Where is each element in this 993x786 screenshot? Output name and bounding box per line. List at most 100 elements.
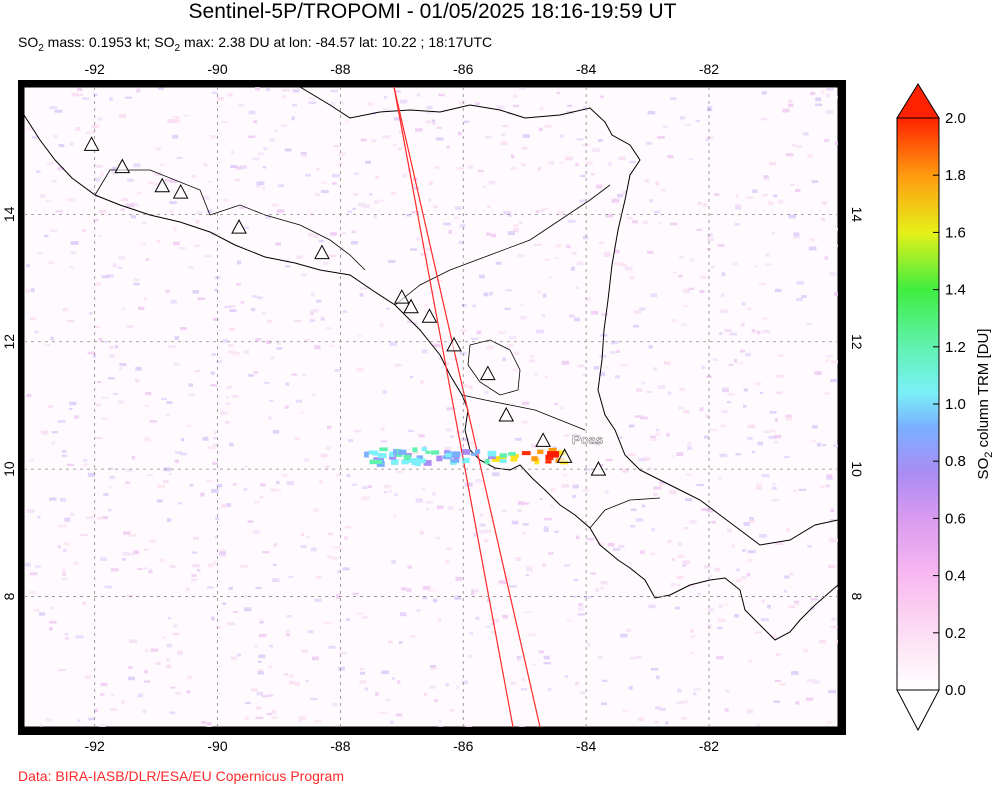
noise-pixel (253, 371, 259, 374)
lat-tick-label: 8 (849, 593, 865, 601)
noise-pixel (59, 497, 67, 502)
noise-pixel (469, 632, 473, 635)
noise-pixel (400, 612, 407, 616)
noise-pixel (77, 87, 83, 92)
noise-pixel (292, 89, 300, 93)
noise-pixel (633, 310, 642, 314)
noise-pixel (597, 542, 605, 546)
noise-pixel (253, 645, 259, 648)
volcano-label-poas: Poas (572, 432, 603, 447)
noise-pixel (517, 501, 525, 506)
noise-pixel (336, 593, 340, 597)
noise-pixel (302, 374, 307, 377)
noise-pixel (244, 716, 249, 721)
noise-pixel (421, 487, 426, 491)
noise-pixel (135, 366, 142, 371)
noise-pixel (110, 708, 117, 711)
noise-pixel (178, 502, 183, 505)
noise-pixel (826, 476, 833, 481)
noise-pixel (415, 128, 423, 132)
noise-pixel (128, 666, 133, 669)
noise-pixel (173, 624, 178, 628)
noise-pixel (410, 375, 414, 379)
noise-pixel (411, 211, 420, 214)
noise-pixel (210, 384, 218, 387)
noise-pixel (445, 547, 452, 550)
noise-pixel (50, 336, 54, 341)
noise-pixel (517, 254, 525, 258)
noise-pixel (51, 441, 56, 445)
noise-pixel (359, 293, 364, 297)
noise-pixel (110, 693, 115, 697)
noise-pixel (513, 104, 520, 108)
noise-pixel (593, 366, 600, 370)
noise-pixel (507, 231, 515, 236)
noise-pixel (584, 468, 591, 471)
noise-pixel (112, 263, 117, 268)
noise-pixel (161, 636, 166, 639)
noise-pixel (743, 388, 748, 392)
noise-pixel (735, 194, 739, 198)
noise-pixel (539, 497, 543, 501)
noise-pixel (57, 166, 65, 171)
noise-pixel (180, 452, 188, 456)
noise-pixel (69, 265, 74, 269)
noise-pixel (769, 411, 777, 414)
noise-pixel (257, 669, 264, 673)
noise-pixel (109, 467, 114, 470)
noise-pixel (240, 301, 245, 304)
noise-pixel (391, 677, 395, 680)
noise-pixel (219, 549, 226, 553)
noise-pixel (607, 543, 615, 547)
noise-pixel (825, 484, 830, 488)
noise-pixel (510, 167, 517, 170)
noise-pixel (648, 466, 653, 470)
noise-pixel (311, 547, 317, 552)
noise-pixel (330, 89, 338, 93)
noise-pixel (216, 97, 224, 101)
noise-pixel (668, 391, 672, 395)
noise-pixel (140, 242, 147, 246)
noise-pixel (486, 598, 491, 603)
noise-pixel (137, 191, 141, 195)
noise-pixel (195, 211, 203, 215)
noise-pixel (383, 484, 392, 489)
noise-pixel (393, 117, 402, 121)
plume-pixel (499, 459, 507, 463)
noise-pixel (236, 283, 241, 286)
noise-pixel (622, 709, 628, 712)
noise-pixel (676, 452, 684, 456)
noise-pixel (248, 374, 254, 377)
noise-pixel (35, 565, 41, 568)
noise-pixel (765, 253, 770, 257)
noise-pixel (491, 233, 497, 238)
noise-pixel (660, 189, 666, 192)
noise-pixel (727, 528, 733, 533)
noise-pixel (686, 473, 693, 476)
noise-pixel (564, 675, 568, 678)
noise-pixel (456, 167, 464, 171)
colorbar-label: SO2 column TRM [DU] (975, 329, 993, 480)
plume-pixel (425, 450, 431, 454)
noise-pixel (746, 708, 753, 712)
noise-pixel (380, 440, 388, 443)
noise-pixel (689, 520, 697, 524)
noise-pixel (679, 116, 686, 120)
noise-pixel (379, 711, 388, 714)
noise-pixel (618, 156, 626, 161)
noise-pixel (271, 203, 279, 207)
noise-pixel (356, 612, 364, 615)
noise-pixel (548, 161, 555, 165)
noise-pixel (415, 237, 420, 241)
noise-pixel (111, 166, 117, 171)
noise-pixel (374, 200, 379, 205)
noise-pixel (225, 396, 230, 399)
noise-pixel (338, 162, 343, 166)
noise-pixel (361, 496, 370, 501)
noise-pixel (797, 145, 802, 148)
noise-pixel (707, 607, 714, 612)
colorbar-over-triangle (896, 83, 940, 119)
noise-pixel (727, 401, 732, 404)
noise-pixel (94, 325, 100, 328)
noise-pixel (632, 220, 639, 224)
